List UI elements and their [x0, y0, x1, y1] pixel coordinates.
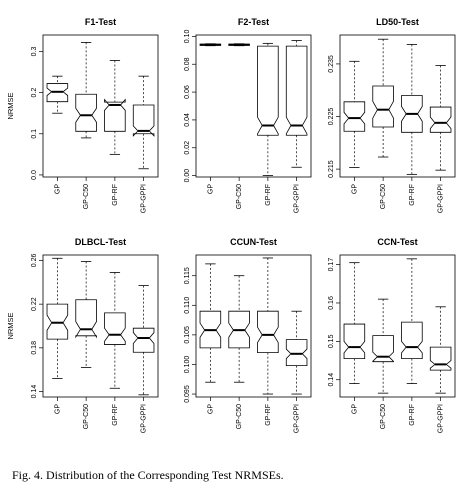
- y-tick-label: 0.115: [184, 267, 191, 284]
- y-tick-label: 0.08: [184, 57, 191, 71]
- y-axis-label: NRMSE: [6, 312, 15, 339]
- y-tick-label: 0.15: [328, 334, 335, 348]
- plot-frame: [42, 254, 159, 398]
- box: [372, 335, 394, 363]
- category-label: GP: [351, 184, 358, 194]
- box: [132, 327, 155, 353]
- box: [343, 101, 366, 132]
- category-label: GP-RF: [265, 184, 272, 206]
- category-label: GP-GPPI: [141, 404, 148, 433]
- category-label: GP: [54, 404, 61, 414]
- y-tick-label: 0.18: [31, 341, 38, 355]
- category-label: GP-GPPI: [141, 184, 148, 213]
- panel-4: CCUN-Test 0.095 0.100 0.105 0.110 0.115 GP GP-C…: [184, 237, 312, 433]
- box: [401, 321, 423, 360]
- category-label: GP-GPPI: [294, 184, 301, 213]
- y-tick-label: 0.105: [184, 326, 191, 344]
- panel-title: F2-Test: [238, 17, 269, 27]
- box: [75, 93, 97, 132]
- panel-1: F2-Test 0.00 0.02 0.04 0.06 0.08 0.10 GP GP-C50 G…: [184, 17, 312, 213]
- category-label: GP-GPPI: [294, 404, 301, 433]
- y-tick-label: 0.0: [31, 170, 38, 180]
- box: [257, 310, 279, 354]
- category-label: GP-C50: [83, 404, 90, 429]
- category-label: GP-C50: [83, 184, 90, 209]
- category-label: GP: [207, 404, 214, 414]
- y-tick-label: 0.225: [328, 108, 335, 126]
- panel-3: DLBCL-Test NRMSE 0.14 0.18 0.22 0.26 GP GP-C50 G…: [6, 237, 159, 433]
- y-tick-label: 0.06: [184, 85, 191, 99]
- box: [46, 303, 69, 340]
- plot-frame: [195, 254, 312, 398]
- y-tick-label: 0.17: [328, 258, 335, 272]
- y-tick-label: 0.215: [328, 160, 335, 178]
- y-tick-label: 0.26: [31, 254, 38, 268]
- y-tick-label: 0.02: [184, 141, 191, 155]
- category-label: GP-RF: [409, 184, 416, 206]
- panel-2: LD50-Test 0.215 0.225 0.235 GP GP-C50 GP-RF GP-…: [328, 17, 456, 213]
- category-label: GP-RF: [409, 404, 416, 426]
- category-label: GP-C50: [380, 404, 387, 429]
- category-label: GP: [207, 184, 214, 194]
- box: [429, 346, 452, 371]
- category-label: GP-C50: [236, 404, 243, 429]
- category-label: GP-RF: [112, 404, 119, 426]
- plot-frame: [195, 34, 312, 178]
- y-tick-label: 0.095: [184, 385, 191, 403]
- box: [104, 312, 126, 345]
- category-label: GP: [351, 404, 358, 414]
- y-axis-label: NRMSE: [6, 92, 15, 119]
- category-label: GP-C50: [236, 184, 243, 209]
- y-tick-label: 0.22: [31, 297, 38, 311]
- y-tick-label: 0.04: [184, 113, 191, 127]
- box: [285, 339, 308, 367]
- plot-frame: [339, 34, 456, 178]
- y-tick-label: 0.1: [31, 129, 38, 139]
- y-tick-label: 0.10: [184, 29, 191, 43]
- y-tick-label: 0.2: [31, 88, 38, 98]
- y-tick-label: 0.00: [184, 169, 191, 183]
- category-label: GP-C50: [380, 184, 387, 209]
- box: [285, 45, 308, 136]
- y-tick-label: 0.110: [184, 297, 191, 314]
- plot-frame: [42, 34, 159, 178]
- y-tick-label: 0.14: [31, 385, 38, 399]
- panel-5: CCN-Test 0.14 0.15 0.16 0.17 GP GP-C50 GP-RF GP-…: [328, 237, 456, 433]
- y-tick-label: 0.16: [328, 296, 335, 310]
- box: [104, 98, 126, 132]
- panel-title: DLBCL-Test: [75, 237, 126, 247]
- category-label: GP: [54, 184, 61, 194]
- box: [343, 323, 366, 360]
- box: [372, 85, 394, 128]
- box: [132, 104, 155, 137]
- figure-caption: Fig. 4. Distribution of the Correspondin…: [12, 468, 284, 482]
- y-tick-label: 0.100: [184, 356, 191, 374]
- panel-title: F1-Test: [85, 17, 116, 27]
- box: [429, 106, 452, 133]
- panel-title: CCUN-Test: [230, 237, 277, 247]
- y-tick-label: 0.14: [328, 373, 335, 387]
- y-tick-label: 0.3: [31, 46, 38, 56]
- panel-0: F1-Test NRMSE 0.0 0.1 0.2 0.3 GP GP-C50 GP-RF GP-…: [6, 17, 159, 213]
- category-label: GP-GPPI: [438, 184, 445, 213]
- panel-title: LD50-Test: [376, 17, 419, 27]
- category-label: GP-GPPI: [438, 404, 445, 433]
- box: [75, 299, 97, 339]
- plot-frame: [339, 254, 456, 398]
- box: [257, 45, 279, 136]
- panel-title: CCN-Test: [377, 237, 417, 247]
- y-tick-label: 0.235: [328, 55, 335, 73]
- category-label: GP-RF: [112, 184, 119, 206]
- category-label: GP-RF: [265, 404, 272, 426]
